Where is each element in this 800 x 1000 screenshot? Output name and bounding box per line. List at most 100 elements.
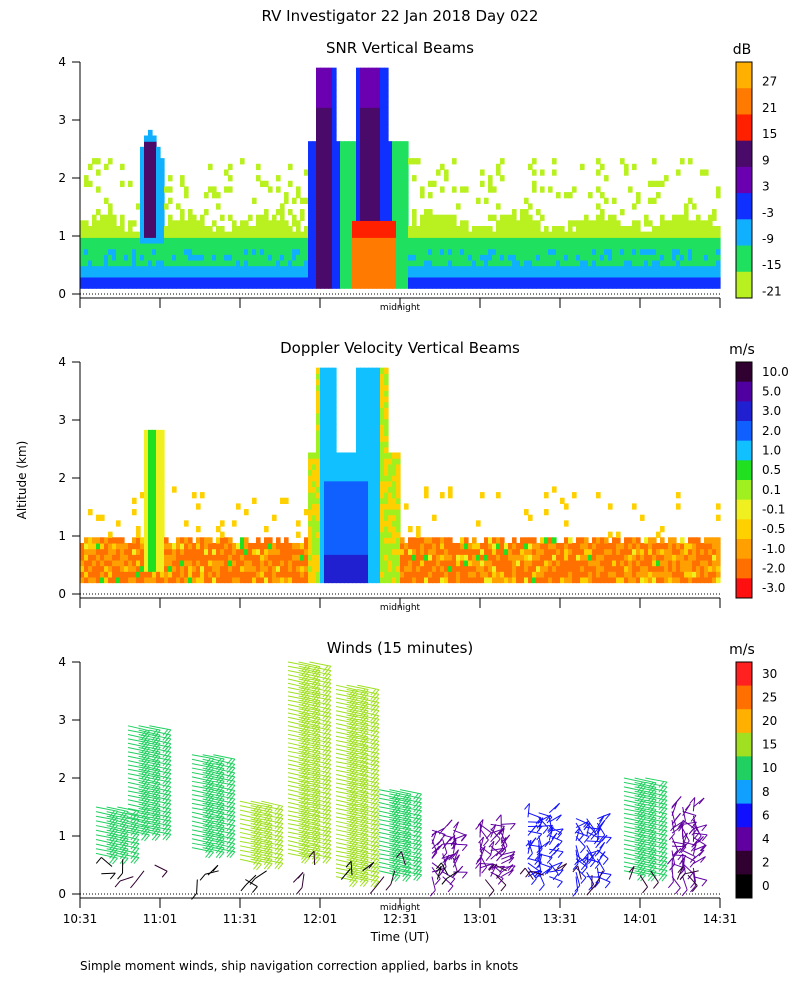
wind-barb-flag (144, 772, 151, 780)
snr-cell (368, 129, 373, 137)
velocity-cell (320, 390, 325, 397)
wind-barb-flag (144, 812, 150, 820)
velocity-cell (388, 509, 393, 516)
snr-cell (160, 225, 165, 233)
snr-cell (368, 203, 373, 210)
snr-cell (360, 95, 365, 103)
velocity-cell (276, 571, 281, 578)
snr-cell (428, 231, 433, 238)
velocity-cell (440, 492, 445, 499)
snr-cell (548, 282, 553, 289)
velocity-cell (564, 554, 569, 561)
snr-cell (440, 271, 445, 278)
velocity-cell (144, 475, 149, 482)
velocity-cell (280, 565, 285, 572)
snr-cell (432, 248, 437, 255)
snr-cell (624, 163, 629, 171)
snr-cell (368, 271, 373, 278)
snr-cell (436, 248, 441, 255)
velocity-cell (708, 554, 713, 561)
snr-cell (424, 209, 429, 216)
velocity-cell (320, 503, 325, 510)
velocity-cell (376, 520, 381, 527)
snr-cell (120, 242, 125, 250)
wind-barb-flag (144, 768, 151, 776)
velocity-cell (328, 373, 333, 380)
velocity-cell (596, 492, 601, 499)
snr-cell (120, 248, 125, 255)
wind-barb-flag (144, 834, 150, 842)
snr-cell (316, 242, 321, 250)
velocity-cell (380, 378, 385, 386)
velocity-cell (372, 441, 377, 448)
velocity-cell (308, 554, 313, 561)
snr-cell (364, 101, 369, 108)
snr-cell (504, 276, 509, 284)
velocity-cell (384, 463, 389, 471)
velocity-cell (336, 537, 341, 544)
snr-cell (404, 259, 409, 267)
snr-cell (384, 265, 389, 272)
snr-cell (436, 231, 441, 238)
velocity-cell (364, 571, 369, 578)
velocity-cell (524, 571, 529, 578)
snr-cell (700, 169, 705, 176)
snr-cell (352, 254, 357, 261)
snr-cell (376, 231, 381, 238)
velocity-cell (568, 565, 573, 572)
snr-cell (624, 231, 629, 238)
snr-cell (492, 271, 497, 278)
snr-cell (324, 146, 329, 154)
snr-cell (312, 265, 317, 272)
velocity-cell (376, 503, 381, 510)
velocity-cell (432, 548, 437, 555)
snr-cell (688, 197, 693, 204)
snr-cell (612, 231, 617, 238)
snr-cell (616, 225, 621, 233)
snr-cell (156, 254, 161, 261)
snr-cell (128, 271, 133, 278)
velocity-cell (360, 492, 365, 499)
velocity-cell (320, 384, 325, 391)
snr-cell (524, 242, 529, 250)
velocity-cell (320, 571, 325, 578)
velocity-cell (184, 520, 189, 527)
snr-cell (212, 192, 217, 199)
snr-cell (372, 146, 377, 154)
velocity-cell (212, 571, 217, 578)
velocity-cell (456, 542, 461, 550)
velocity-cell (140, 548, 145, 555)
velocity-cell (376, 469, 381, 476)
velocity-cell (380, 537, 385, 544)
velocity-cell (152, 441, 157, 448)
snr-cell (484, 237, 489, 244)
velocity-cell (320, 378, 325, 386)
velocity-cell (476, 542, 481, 550)
velocity-cell (160, 480, 165, 488)
snr-cell (384, 169, 389, 176)
snr-cell (200, 242, 205, 250)
velocity-cell (368, 367, 373, 374)
velocity-cell (444, 542, 449, 550)
velocity-cell (276, 554, 281, 561)
snr-cell (376, 163, 381, 171)
snr-cell (716, 282, 721, 289)
snr-cell (444, 276, 449, 284)
velocity-cell (652, 537, 657, 544)
velocity-cell (324, 367, 329, 374)
snr-cell (392, 158, 397, 165)
snr-cell (224, 186, 229, 193)
snr-cell (364, 78, 369, 86)
velocity-cell (112, 537, 117, 544)
snr-cell (692, 220, 697, 227)
snr-cell (520, 237, 525, 244)
snr-cell (696, 225, 701, 233)
snr-cell (352, 203, 357, 210)
snr-cell (468, 242, 473, 250)
velocity-cell (400, 559, 405, 567)
velocity-cell (316, 446, 321, 454)
snr-cell (568, 220, 573, 227)
snr-cell (376, 158, 381, 165)
velocity-cell (176, 537, 181, 544)
velocity-cell (496, 542, 501, 550)
